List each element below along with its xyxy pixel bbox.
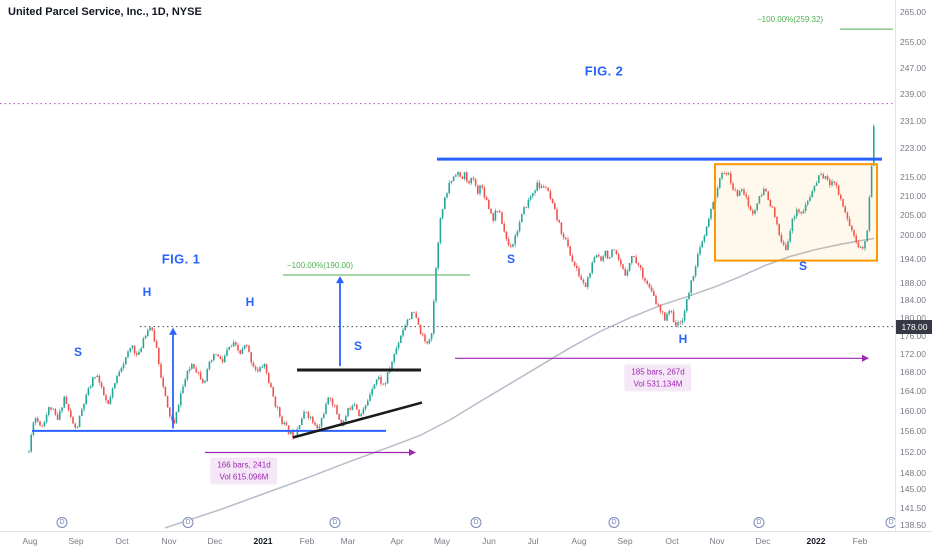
time-axis-label: Oct	[665, 536, 679, 546]
time-axis-label: Aug	[571, 536, 587, 546]
time-axis-label: Feb	[852, 536, 868, 546]
price-axis-tick: 210.00	[900, 190, 926, 201]
symbol-title[interactable]: United Parcel Service, Inc., 1D, NYSE	[8, 6, 202, 18]
fib-extension-label-259[interactable]: −100.00%(259.32)	[757, 15, 824, 24]
candles-down	[37, 171, 864, 440]
pattern-label-h[interactable]: H	[678, 332, 688, 346]
dividend-marker[interactable]: D	[608, 517, 620, 528]
price-axis-tick: 164.00	[900, 386, 926, 397]
projection-arrow-head	[169, 327, 177, 335]
price-axis-tick: 152.00	[900, 446, 926, 457]
price-axis-tick: 141.50	[900, 503, 926, 514]
price-axis-tick: 184.00	[900, 295, 926, 306]
time-axis-label: Jul	[527, 536, 539, 546]
time-axis-label: Oct	[115, 536, 129, 546]
time-axis-label: Jun	[482, 536, 496, 546]
time-axis[interactable]: Aug Sep Oct Nov Dec 2021 Feb Mar Apr May Jun Jul Aug…	[0, 531, 932, 550]
price-axis-tick: 145.00	[900, 483, 926, 494]
price-axis-tick: 194.00	[900, 253, 926, 264]
price-axis-tick: 205.00	[900, 210, 926, 220]
measure-label-1[interactable]: 166 bars, 241d Vol 615.096M	[210, 457, 278, 485]
price-axis-tick: 265.00	[900, 7, 926, 17]
price-axis-tick: 188.00	[900, 278, 926, 289]
candles-up	[28, 124, 875, 454]
time-axis-label: Sep	[617, 536, 633, 546]
measure-arrow-head	[862, 354, 869, 362]
time-axis-label: Feb	[299, 536, 315, 546]
dividend-marker[interactable]: D	[329, 517, 341, 528]
measure-arrow-head	[409, 449, 416, 456]
time-axis-label: Dec	[207, 536, 223, 546]
pattern-label-s[interactable]: S	[506, 252, 516, 266]
fig1-text-label[interactable]: FIG. 1	[161, 251, 201, 267]
price-axis-tick: 231.00	[900, 115, 926, 126]
pattern-label-h[interactable]: H	[142, 285, 152, 299]
time-axis-label: Aug	[22, 536, 38, 546]
pattern-label-h[interactable]: H	[245, 295, 255, 309]
time-axis-label: Apr	[390, 536, 404, 546]
dividend-marker[interactable]: D	[753, 517, 765, 528]
dividend-marker[interactable]: D	[182, 517, 194, 528]
price-axis-tick: 168.00	[900, 367, 926, 378]
time-axis-label: Mar	[340, 536, 356, 546]
measure-2-volume: Vol 531.134M	[633, 379, 683, 388]
consolidation-box[interactable]	[714, 163, 878, 262]
price-axis-tick: 255.00	[900, 37, 926, 48]
measure-1-volume: Vol 615.096M	[219, 472, 269, 481]
dividend-marker[interactable]: D	[470, 517, 482, 528]
price-axis-tick: 138.50	[900, 520, 926, 530]
price-axis-tick: 172.00	[900, 348, 926, 359]
measure-1-range: 166 bars, 241d	[217, 460, 271, 470]
pattern-label-s[interactable]: S	[353, 339, 363, 353]
price-axis-tick: 239.00	[900, 88, 926, 99]
time-axis-label: May	[433, 536, 451, 546]
pattern-label-s[interactable]: S	[73, 345, 83, 359]
price-axis-tick: 156.00	[900, 425, 926, 436]
time-axis-label: 2021	[253, 536, 273, 546]
moving-average-line[interactable]	[164, 237, 875, 529]
ascending-trendline[interactable]	[292, 401, 423, 439]
price-badge: 178.00	[896, 319, 932, 334]
pattern-label-s[interactable]: S	[798, 259, 808, 273]
price-axis-tick: 223.00	[900, 143, 926, 154]
price-axis-tick: 176.00	[900, 330, 926, 341]
price-axis-tick: 215.00	[900, 172, 926, 183]
price-axis-tick: 148.00	[900, 467, 926, 478]
dividend-marker[interactable]: D	[56, 517, 68, 528]
measure-2-range: 185 bars, 267d	[631, 367, 685, 377]
time-axis-label: Dec	[755, 536, 771, 546]
price-axis-tick: 180.00	[900, 312, 926, 323]
projection-arrow-head	[336, 276, 344, 284]
fib-extension-label-190[interactable]: −100.00%(190.00)	[287, 261, 354, 270]
time-axis-label: Nov	[709, 536, 725, 546]
price-axis-tick: 160.00	[900, 405, 926, 416]
price-axis-tick: 200.00	[900, 229, 926, 240]
measure-label-2[interactable]: 185 bars, 267d Vol 531.134M	[624, 364, 692, 392]
time-axis-label: 2022	[806, 536, 826, 546]
time-axis-label: Sep	[68, 536, 84, 546]
fig2-text-label[interactable]: FIG. 2	[584, 63, 624, 79]
price-axis[interactable]: 178.00 265.00 255.00 247.00 239.00 231.00 223…	[895, 0, 932, 531]
time-axis-label: Nov	[161, 536, 177, 546]
price-axis-tick: 247.00	[900, 62, 926, 73]
